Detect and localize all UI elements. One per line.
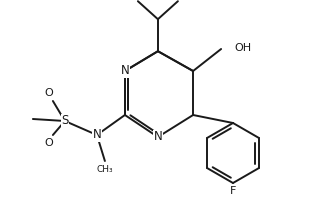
Text: O: O [44,88,53,98]
Text: O: O [44,138,53,148]
Text: F: F [230,186,236,196]
Text: N: N [120,65,129,78]
Text: S: S [61,115,69,128]
Text: N: N [92,128,101,141]
Text: CH₃: CH₃ [97,164,113,174]
Text: OH: OH [234,43,251,53]
Text: N: N [154,131,162,144]
